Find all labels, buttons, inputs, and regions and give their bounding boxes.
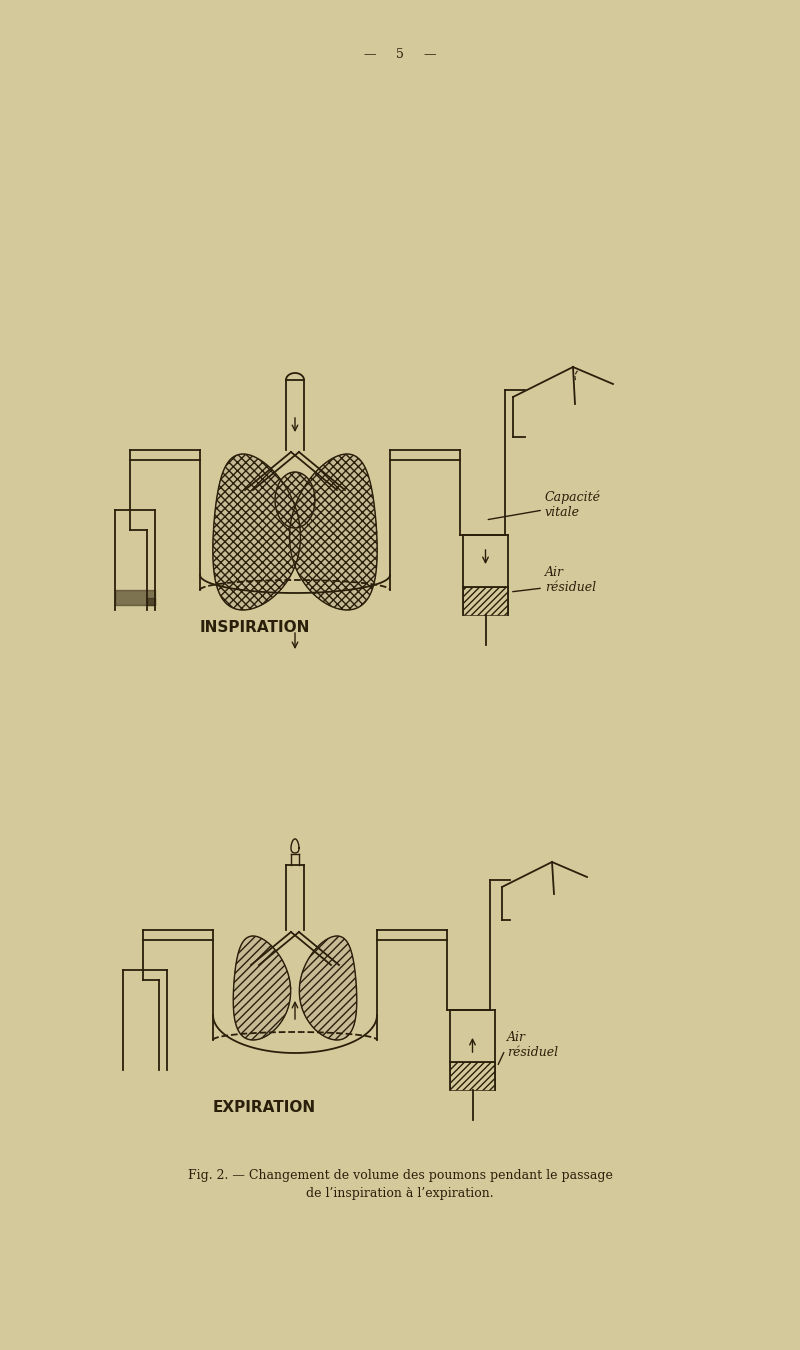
Polygon shape bbox=[234, 936, 290, 1040]
Text: Capacité
vitale: Capacité vitale bbox=[545, 491, 601, 520]
Polygon shape bbox=[213, 454, 301, 610]
Text: —: — bbox=[364, 49, 376, 62]
Text: —: — bbox=[424, 49, 436, 62]
Text: Air
résiduel: Air résiduel bbox=[507, 1031, 558, 1058]
Text: Fig. 2. — Changement de volume des poumons pendant le passage: Fig. 2. — Changement de volume des poumo… bbox=[187, 1169, 613, 1181]
Text: 5: 5 bbox=[396, 49, 404, 62]
Polygon shape bbox=[290, 454, 377, 610]
Text: EXPIRATION: EXPIRATION bbox=[213, 1100, 316, 1115]
Polygon shape bbox=[275, 472, 315, 528]
Polygon shape bbox=[299, 936, 357, 1040]
Text: INSPIRATION: INSPIRATION bbox=[200, 621, 310, 636]
Text: de l’inspiration à l’expiration.: de l’inspiration à l’expiration. bbox=[306, 1187, 494, 1200]
Polygon shape bbox=[291, 838, 299, 853]
Text: Air
résiduel: Air résiduel bbox=[545, 566, 596, 594]
